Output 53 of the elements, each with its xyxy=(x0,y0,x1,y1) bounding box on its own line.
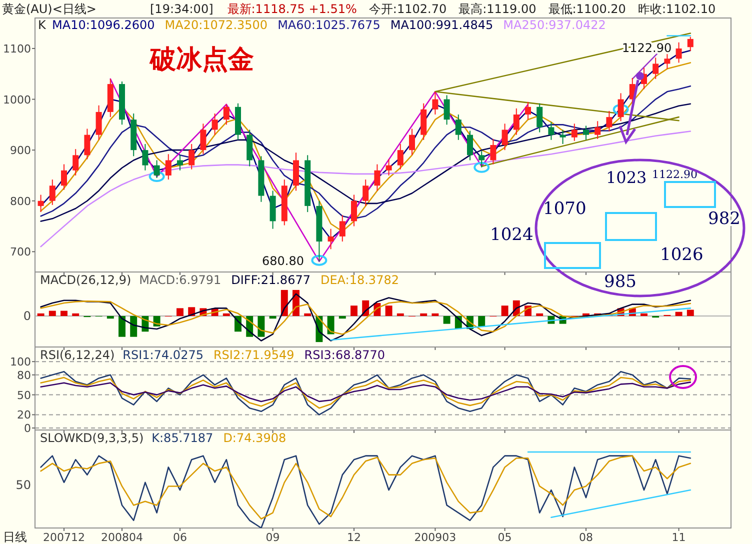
text: MA10:1096.2600 xyxy=(52,18,155,32)
series-label: K:85.7187 xyxy=(152,431,214,445)
x-tick-label: 05 xyxy=(498,531,512,544)
text: 今开:1102.70 xyxy=(368,2,447,16)
chart-title: MACD(26,12,9) xyxy=(40,273,132,287)
annotation: 1023 xyxy=(606,168,647,187)
annotation: 1024 xyxy=(490,225,534,245)
x-tick-label: 12 xyxy=(347,531,361,544)
x-axis-title: 日线 xyxy=(3,530,27,544)
y-tick-label: 80 xyxy=(17,368,31,382)
y-tick-label: 800 xyxy=(10,194,31,208)
y-tick-label: 20 xyxy=(17,408,31,422)
annotation: K xyxy=(38,18,47,32)
text: 982 xyxy=(708,209,740,229)
annotation: 1070 xyxy=(543,199,586,219)
series-label: MACD:6.9791 xyxy=(139,273,222,287)
x-tick-label: 200903 xyxy=(414,531,456,544)
text: MA60:1025.7675 xyxy=(278,18,380,32)
text: 最低:1100.20 xyxy=(548,2,626,16)
x-tick-label: 200712 xyxy=(43,531,85,544)
y-tick-label: 900 xyxy=(10,144,31,158)
y-tick-label: 0 xyxy=(24,422,31,436)
y-tick-label: 1000 xyxy=(3,93,31,106)
text: MA100:991.4845 xyxy=(390,18,494,32)
y-tick-label: 100 xyxy=(10,356,31,369)
chart-title: 黄金(AU)<日线> xyxy=(2,2,96,16)
text: MA20:1072.3500 xyxy=(164,18,268,32)
annotation: 1026 xyxy=(660,245,704,265)
chart-title: SLOWKD(9,3,3,5) xyxy=(40,431,144,445)
series-label: D:74.3908 xyxy=(223,431,286,445)
x-tick-label: 09 xyxy=(266,531,280,544)
text: 最高:1119.00 xyxy=(458,2,536,16)
series-label: DEA:18.3782 xyxy=(320,273,399,287)
text: [19:34:00] xyxy=(150,2,214,16)
y-tick-label: 700 xyxy=(10,246,31,259)
annotation: 1122.90 xyxy=(652,168,698,181)
series-label: DIFF:21.8677 xyxy=(231,273,310,287)
x-tick-label: 11 xyxy=(672,531,686,544)
text: 昨收:1102.10 xyxy=(638,2,716,16)
annotation: 破冰点金 xyxy=(149,45,254,75)
series-label: RSI2:71.9549 xyxy=(213,348,294,362)
chart-title: RSI(6,12,24) xyxy=(40,348,115,362)
annotation: 680.80 xyxy=(262,254,304,268)
text: 最新:1118.75 +1.51% xyxy=(227,2,357,16)
x-tick-label: 06 xyxy=(173,531,187,544)
text: MA250:937.0422 xyxy=(503,18,606,32)
y-tick-label: 50 xyxy=(17,388,31,402)
annotation: 985 xyxy=(604,272,636,292)
x-tick-label: 200804 xyxy=(101,531,143,544)
text: RSI3:68.8770 xyxy=(304,348,386,362)
y-tick-label: 1100 xyxy=(3,42,31,56)
x-tick-label: 08 xyxy=(579,531,593,544)
series-label: RSI1:74.0275 xyxy=(122,348,204,362)
